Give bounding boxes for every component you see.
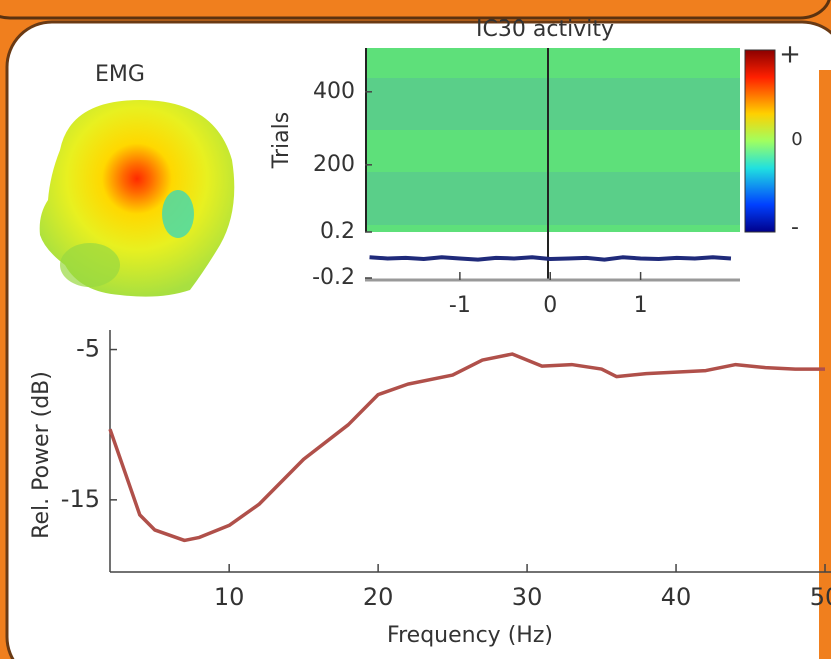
- data-line: [108, 352, 825, 543]
- y-tick-label: 0.2: [320, 219, 355, 244]
- colorbar-label: +: [779, 40, 801, 70]
- y-axis-label: Rel. Power (dB): [29, 371, 54, 539]
- x-tick-label: 1: [634, 293, 648, 318]
- x-tick-label: 50: [810, 583, 831, 611]
- x-tick-label: 20: [363, 583, 394, 611]
- x-axis-label: Frequency (Hz): [387, 623, 553, 648]
- colorbar-label: 0: [791, 129, 802, 150]
- y-tick-label: -0.2: [312, 265, 355, 290]
- y-tick-label: -15: [61, 485, 100, 513]
- erp-title: IC30 activity: [476, 17, 614, 42]
- data-line: [369, 255, 732, 262]
- x-tick-label: 40: [661, 583, 692, 611]
- x-tick-label: -1: [449, 293, 471, 318]
- topomap: [39, 100, 235, 297]
- x-tick-label: 30: [512, 583, 543, 611]
- right-panel-edge: [819, 70, 831, 659]
- y-tick-label: -5: [76, 335, 100, 363]
- x-tick-label: 0: [543, 293, 557, 318]
- y-axis-label: Trials: [269, 112, 294, 169]
- colorbar: [744, 49, 776, 233]
- x-tick-label: 10: [214, 583, 245, 611]
- top-panel-edge: [0, 0, 831, 20]
- y-tick-label: 200: [313, 152, 355, 177]
- y-tick-label: 400: [313, 79, 355, 104]
- colorbar-label: -: [791, 215, 799, 240]
- erp-image: [365, 48, 740, 280]
- topomap-title: EMG: [95, 62, 145, 87]
